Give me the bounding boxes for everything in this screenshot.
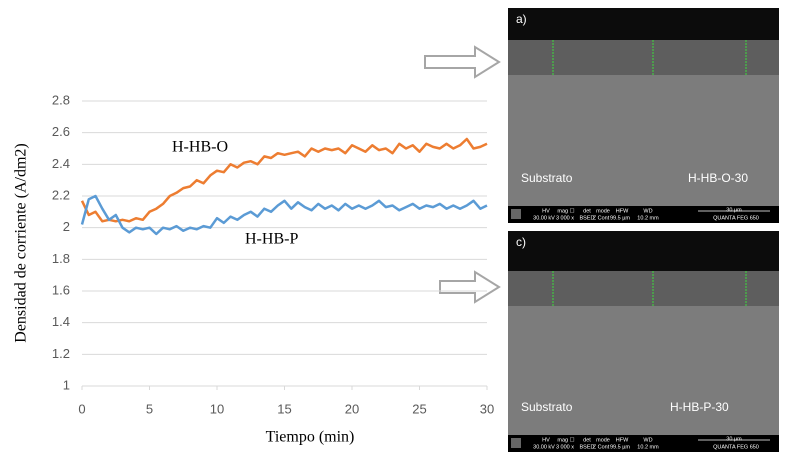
info-value: 30.00 kV <box>533 444 555 450</box>
x-tick-label: 10 <box>210 401 224 416</box>
arrow <box>439 270 501 304</box>
coating <box>508 40 779 75</box>
y-tick-label: 2.6 <box>52 124 70 139</box>
y-tick-label: 2.8 <box>52 92 70 107</box>
info-bar <box>508 435 779 452</box>
info-header: HV <box>542 208 550 214</box>
arrow <box>424 45 501 79</box>
info-header: WD <box>643 437 652 443</box>
y-tick-label: 2 <box>63 219 70 234</box>
info-value: Z Cont <box>593 444 610 450</box>
y-axis-label: Densidad de corriente (A/dm2) <box>13 143 30 342</box>
info-value: 99.5 µm <box>610 215 630 221</box>
y-tick-label: 1.4 <box>52 314 70 329</box>
y-tick-label: 1.8 <box>52 251 70 266</box>
x-tick-label: 20 <box>345 401 359 416</box>
series-label: H-HB-O <box>172 139 228 156</box>
sem-image: c) Substrato H-HB-P-30 HV mag ☐ det mode HFW WD 3… <box>508 231 779 452</box>
y-tick-label: 2.4 <box>52 156 70 171</box>
info-value: BSED <box>580 444 595 450</box>
arrows <box>424 45 501 304</box>
top-dark <box>508 231 779 271</box>
panel-label: a) <box>516 12 527 26</box>
scale-label: 30 µm <box>726 436 742 442</box>
info-header: HV <box>542 437 550 443</box>
coating <box>508 271 779 306</box>
info-value: 30.00 kV <box>533 215 555 221</box>
y-tick-label: 1 <box>63 377 70 392</box>
info-header: HFW <box>616 437 629 443</box>
line <box>80 194 488 236</box>
x-tick-label: 15 <box>277 401 291 416</box>
sample-label: H-HB-O-30 <box>688 171 748 185</box>
info-header: det <box>583 208 591 214</box>
x-tick-label: 25 <box>412 401 426 416</box>
x-tick-label: 0 <box>78 401 85 416</box>
y-tick-label: 1.6 <box>52 282 70 297</box>
substrate-label: Substrato <box>521 400 573 414</box>
info-value: Z Cont <box>593 215 610 221</box>
logo <box>511 209 521 219</box>
top-dark <box>508 8 779 40</box>
info-header: det <box>583 437 591 443</box>
info-header: HFW <box>616 208 629 214</box>
info-value: BSED <box>580 215 595 221</box>
sample-label: H-HB-P-30 <box>670 400 729 414</box>
info-bar <box>508 206 779 223</box>
x-axis-label: Tiempo (min) <box>266 429 355 446</box>
info-header: mag ☐ <box>557 436 574 443</box>
y-tick-label: 1.2 <box>52 346 70 361</box>
info-value: 3 000 x <box>556 215 574 221</box>
info-value: 10.2 mm <box>637 444 659 450</box>
y-tick-label: 2.2 <box>52 187 70 202</box>
sem-image: a) Substrato H-HB-O-30 HV mag ☐ det mode HFW WD 3… <box>508 8 779 223</box>
logo <box>511 438 521 448</box>
series-label: H-HB-P <box>245 231 298 248</box>
instrument: QUANTA FEG 650 <box>713 444 759 450</box>
info-header: mode <box>596 208 610 214</box>
line <box>80 137 488 223</box>
x-tick-label: 30 <box>480 401 494 416</box>
instrument: QUANTA FEG 650 <box>713 215 759 221</box>
info-header: WD <box>643 208 652 214</box>
substrate-label: Substrato <box>521 171 573 185</box>
x-tick-label: 5 <box>146 401 153 416</box>
scale-label: 30 µm <box>726 207 742 213</box>
panel-label: c) <box>516 235 526 249</box>
info-header: mode <box>596 437 610 443</box>
info-value: 10.2 mm <box>637 215 659 221</box>
info-value: 3 000 x <box>556 444 574 450</box>
info-header: mag ☐ <box>557 207 574 214</box>
info-value: 99.5 µm <box>610 444 630 450</box>
